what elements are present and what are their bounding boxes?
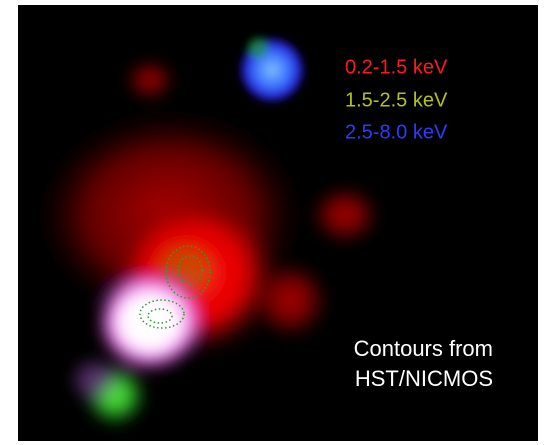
hard-source: [238, 36, 306, 104]
caption-line: Contours from: [354, 336, 493, 361]
x-ray-image: 0.2-1.5 keV 1.5-2.5 keV 2.5-8.0 keV Cont…: [0, 0, 550, 445]
legend-entry: 2.5-8.0 keV: [345, 121, 448, 143]
page: 0.2-1.5 keV 1.5-2.5 keV 2.5-8.0 keV Cont…: [0, 0, 550, 445]
caption-line: HST/NICMOS: [355, 366, 493, 391]
legend-entry: 0.2-1.5 keV: [345, 56, 448, 78]
legend-entry: 1.5-2.5 keV: [345, 89, 448, 111]
